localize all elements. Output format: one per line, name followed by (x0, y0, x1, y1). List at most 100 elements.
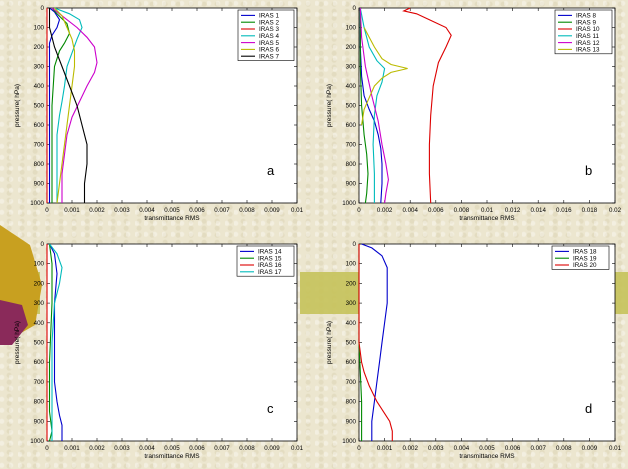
y-tick-label: 200 (346, 280, 357, 287)
legend-label: IRAS 5 (259, 40, 279, 47)
y-tick-label: 100 (346, 261, 357, 268)
y-tick-label: 400 (34, 83, 45, 90)
x-tick-label: 0 (45, 207, 49, 214)
panel-letter: a (267, 163, 275, 178)
x-tick-label: 0.002 (89, 445, 105, 452)
legend-label: IRAS 20 (573, 262, 597, 269)
legend-label: IRAS 10 (576, 26, 600, 33)
legend-label: IRAS 1 (259, 13, 279, 20)
x-tick-label: 0.008 (239, 445, 255, 452)
x-tick-label: 0.006 (505, 445, 521, 452)
series-line-iras-1 (48, 7, 61, 203)
panel-letter: d (585, 401, 592, 416)
series-line-iras-18 (361, 243, 388, 441)
x-tick-label: 0.007 (530, 445, 546, 452)
y-tick-label: 600 (346, 122, 357, 129)
y-tick-label: 1000 (342, 438, 356, 445)
x-tick-label: 0.01 (291, 207, 304, 214)
x-tick-label: 0.002 (377, 207, 393, 214)
y-tick-label: 0 (353, 5, 357, 12)
y-tick-label: 1000 (30, 200, 44, 207)
y-tick-label: 700 (346, 142, 357, 149)
decorative-shape (0, 225, 42, 345)
y-tick-label: 400 (34, 320, 45, 327)
y-tick-label: 500 (34, 340, 45, 347)
legend-label: IRAS 11 (576, 33, 599, 40)
series-line-iras-17 (49, 243, 63, 441)
series-line-iras-10 (402, 7, 452, 204)
x-tick-label: 0 (45, 445, 49, 452)
y-tick-label: 600 (34, 359, 45, 366)
series-line-iras-9 (359, 8, 369, 204)
legend-label: IRAS 13 (576, 47, 600, 54)
x-tick-label: 0.018 (582, 207, 598, 214)
y-axis-label: pressure( hPa) (326, 321, 333, 364)
y-tick-label: 400 (346, 320, 357, 327)
y-tick-label: 200 (346, 44, 357, 51)
series-line-iras-2 (51, 7, 71, 203)
legend-box (554, 9, 613, 55)
series-line-iras-20 (358, 244, 393, 441)
x-tick-label: 0.003 (428, 445, 444, 452)
legend-label: IRAS 12 (576, 40, 600, 47)
x-axis-label: transmittance RMS (144, 215, 200, 222)
x-tick-label: 0.004 (139, 207, 155, 214)
x-tick-label: 0.012 (505, 207, 521, 214)
x-tick-label: 0.006 (189, 207, 205, 214)
legend-label: IRAS 16 (258, 262, 282, 269)
legend-label: IRAS 18 (573, 249, 597, 256)
y-tick-label: 700 (34, 379, 45, 386)
series-line-iras-6 (54, 7, 76, 204)
x-tick-label: 0.003 (114, 445, 130, 452)
y-tick-label: 300 (34, 64, 45, 71)
x-tick-label: 0.008 (556, 445, 572, 452)
legend-label: IRAS 8 (576, 13, 596, 20)
x-tick-label: 0.005 (164, 445, 180, 452)
x-tick-label: 0.003 (114, 207, 130, 214)
legend-label: IRAS 19 (573, 255, 597, 262)
x-tick-label: 0.005 (164, 207, 180, 214)
x-tick-label: 0 (357, 207, 361, 214)
legend-label: IRAS 2 (259, 19, 279, 26)
legend-label: IRAS 14 (258, 249, 282, 256)
y-tick-label: 700 (34, 142, 45, 149)
x-tick-label: 0.002 (402, 445, 418, 452)
x-tick-label: 0.008 (239, 207, 255, 214)
y-tick-label: 1000 (342, 200, 356, 207)
y-axis-label: pressure( hPa) (14, 321, 21, 364)
x-tick-label: 0.004 (402, 207, 418, 214)
chart-panel-a: 0 0.001 0.002 0.003 0.004 0.005 0.006 0.007 0.00… (14, 5, 304, 222)
x-tick-label: 0.001 (377, 445, 393, 452)
y-tick-label: 100 (346, 25, 357, 32)
y-tick-label: 700 (346, 379, 357, 386)
x-tick-label: 0.01 (609, 445, 622, 452)
y-tick-label: 0 (353, 241, 357, 248)
x-tick-label: 0.007 (214, 207, 230, 214)
series-line-iras-13 (361, 27, 408, 126)
x-tick-label: 0.001 (64, 445, 80, 452)
x-tick-label: 0.01 (291, 445, 304, 452)
chart-panel-b: 0 0.002 0.004 0.006 0.008 0.01 0.012 0.014 0.016… (326, 5, 622, 222)
y-tick-label: 1000 (30, 438, 44, 445)
y-tick-label: 600 (346, 359, 357, 366)
y-tick-label: 100 (34, 25, 45, 32)
y-tick-label: 400 (346, 83, 357, 90)
legend-label: IRAS 6 (259, 47, 279, 54)
x-tick-label: 0.014 (530, 207, 546, 214)
series-line-iras-5 (51, 7, 98, 203)
legend-label: IRAS 4 (259, 33, 279, 40)
plot-area (358, 243, 616, 442)
y-tick-label: 900 (346, 181, 357, 188)
legend-label: IRAS 17 (258, 269, 282, 276)
x-tick-label: 0.009 (582, 445, 598, 452)
y-tick-label: 200 (34, 44, 45, 51)
x-tick-label: 0.02 (609, 207, 622, 214)
y-axis-label: pressure( hPa) (326, 84, 333, 127)
y-tick-label: 800 (346, 399, 357, 406)
x-axis-label: transmittance RMS (459, 453, 515, 460)
x-tick-label: 0.005 (479, 445, 495, 452)
y-tick-label: 300 (34, 300, 45, 307)
legend-label: IRAS 9 (576, 19, 596, 26)
x-tick-label: 0.002 (89, 207, 105, 214)
